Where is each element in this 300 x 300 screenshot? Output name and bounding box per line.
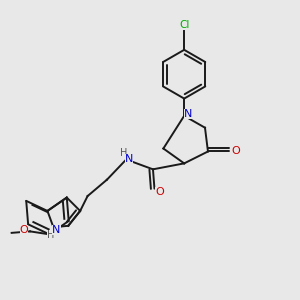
Text: N: N [125, 154, 134, 164]
Text: N: N [184, 109, 192, 119]
Text: N: N [52, 225, 61, 235]
Text: H: H [120, 148, 128, 158]
Text: Cl: Cl [179, 20, 189, 30]
Text: O: O [20, 226, 28, 236]
Text: H: H [47, 230, 55, 240]
Text: O: O [155, 187, 164, 196]
Text: O: O [231, 146, 240, 156]
